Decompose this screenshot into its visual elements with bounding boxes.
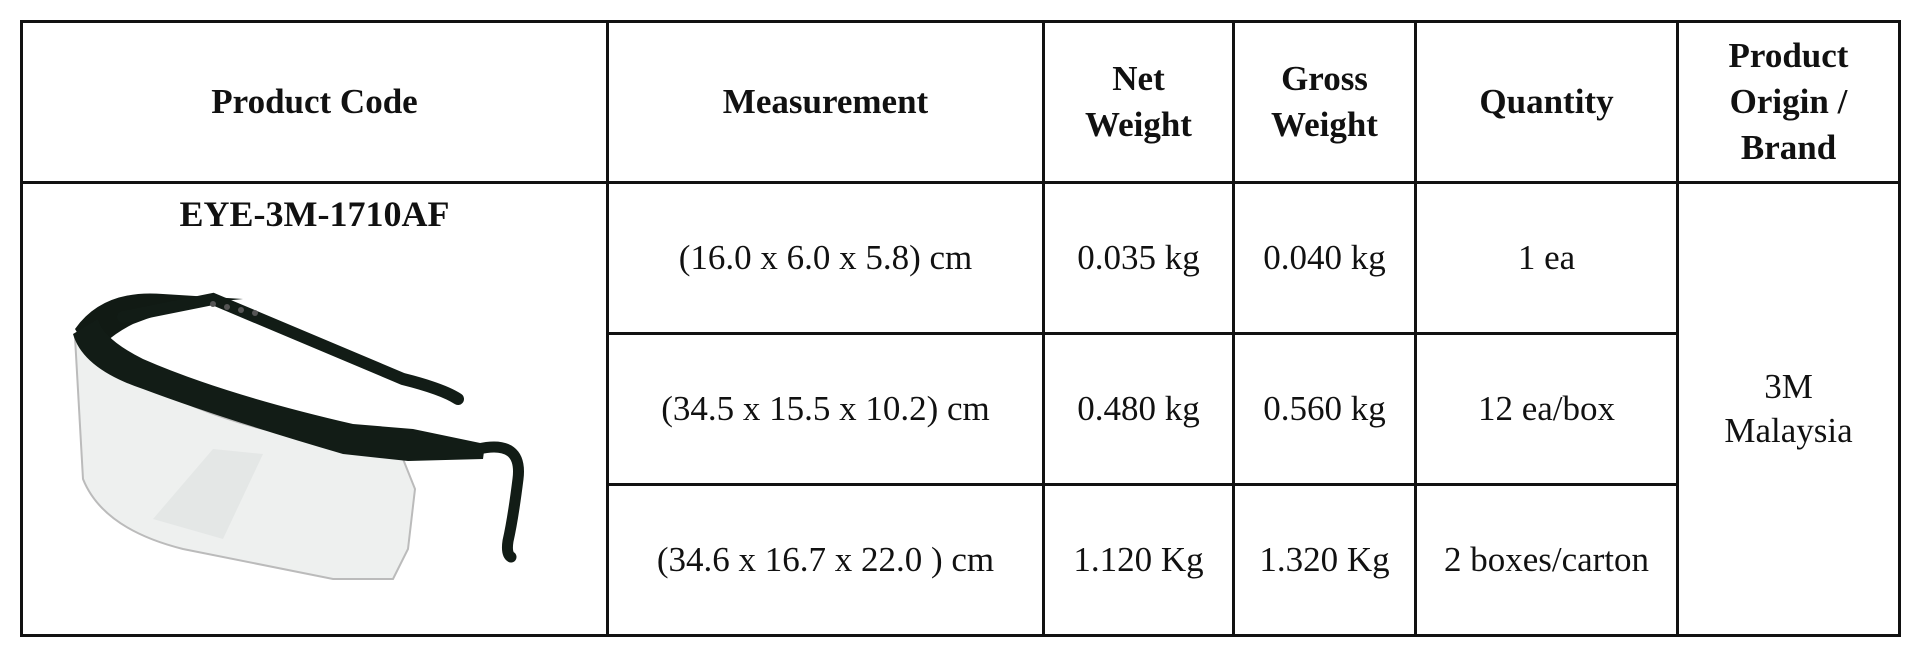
origin-cell: 3M Malaysia — [1676, 181, 1901, 637]
data-row: (34.6 x 16.7 x 22.0 ) cm 1.120 Kg 1.320 Kg… — [22, 483, 1900, 637]
header-cell: Gross Weight — [1232, 20, 1417, 184]
data-row: (34.5 x 15.5 x 10.2) cm 0.480 kg 0.560 kg 1… — [22, 332, 1900, 486]
product-cell: EYE-3M-1710AF — [20, 181, 609, 637]
cell: 0.035 kg — [1042, 181, 1235, 335]
header-line: Measurement — [722, 82, 929, 121]
cell: 2 boxes/carton — [1414, 483, 1679, 637]
origin-line: 3M — [1764, 367, 1813, 406]
header-cell: Product Code — [20, 20, 609, 184]
cell: (34.5 x 15.5 x 10.2) cm — [606, 332, 1045, 486]
header-line: Origin / — [1729, 82, 1848, 121]
table-body: EYE-3M-1710AF (16.0 x 6.0 x 5.8) cm 0.035… — [20, 181, 1901, 637]
header-line: Gross — [1281, 59, 1368, 98]
header-line: Weight — [1085, 105, 1192, 144]
header-line: Quantity — [1479, 82, 1614, 121]
cell: 0.560 kg — [1232, 332, 1417, 486]
header-line: Weight — [1271, 105, 1378, 144]
cell: 1.120 Kg — [1042, 483, 1235, 637]
cell: 0.480 kg — [1042, 332, 1235, 486]
header-cell: Product Origin / Brand — [1676, 20, 1901, 184]
header-cell: Quantity — [1414, 20, 1679, 184]
data-row: EYE-3M-1710AF (16.0 x 6.0 x 5.8) cm 0.035… — [20, 181, 1901, 637]
origin-line: Malaysia — [1724, 411, 1853, 450]
header-line: Net — [1112, 59, 1165, 98]
cell: 12 ea/box — [1414, 332, 1679, 486]
product-image — [73, 292, 524, 580]
header-line: Brand — [1740, 128, 1837, 167]
header-cell: Measurement — [606, 20, 1045, 184]
header-cell: Net Weight — [1042, 20, 1235, 184]
product-code: EYE-3M-1710AF — [179, 194, 450, 234]
cell: (34.6 x 16.7 x 22.0 ) cm — [606, 483, 1045, 637]
cell: (16.0 x 6.0 x 5.8) cm — [606, 181, 1045, 335]
header-row: Product Code Measurement Net Weight Gross Wei… — [20, 20, 1901, 184]
header-line: Product Code — [211, 82, 418, 121]
cell: 1 ea — [1414, 181, 1679, 335]
cell: 0.040 kg — [1232, 181, 1417, 335]
cell: 1.320 Kg — [1232, 483, 1417, 637]
spec-table: Product Code Measurement Net Weight Gross Wei… — [20, 20, 1901, 637]
header-line: Product — [1728, 36, 1849, 75]
